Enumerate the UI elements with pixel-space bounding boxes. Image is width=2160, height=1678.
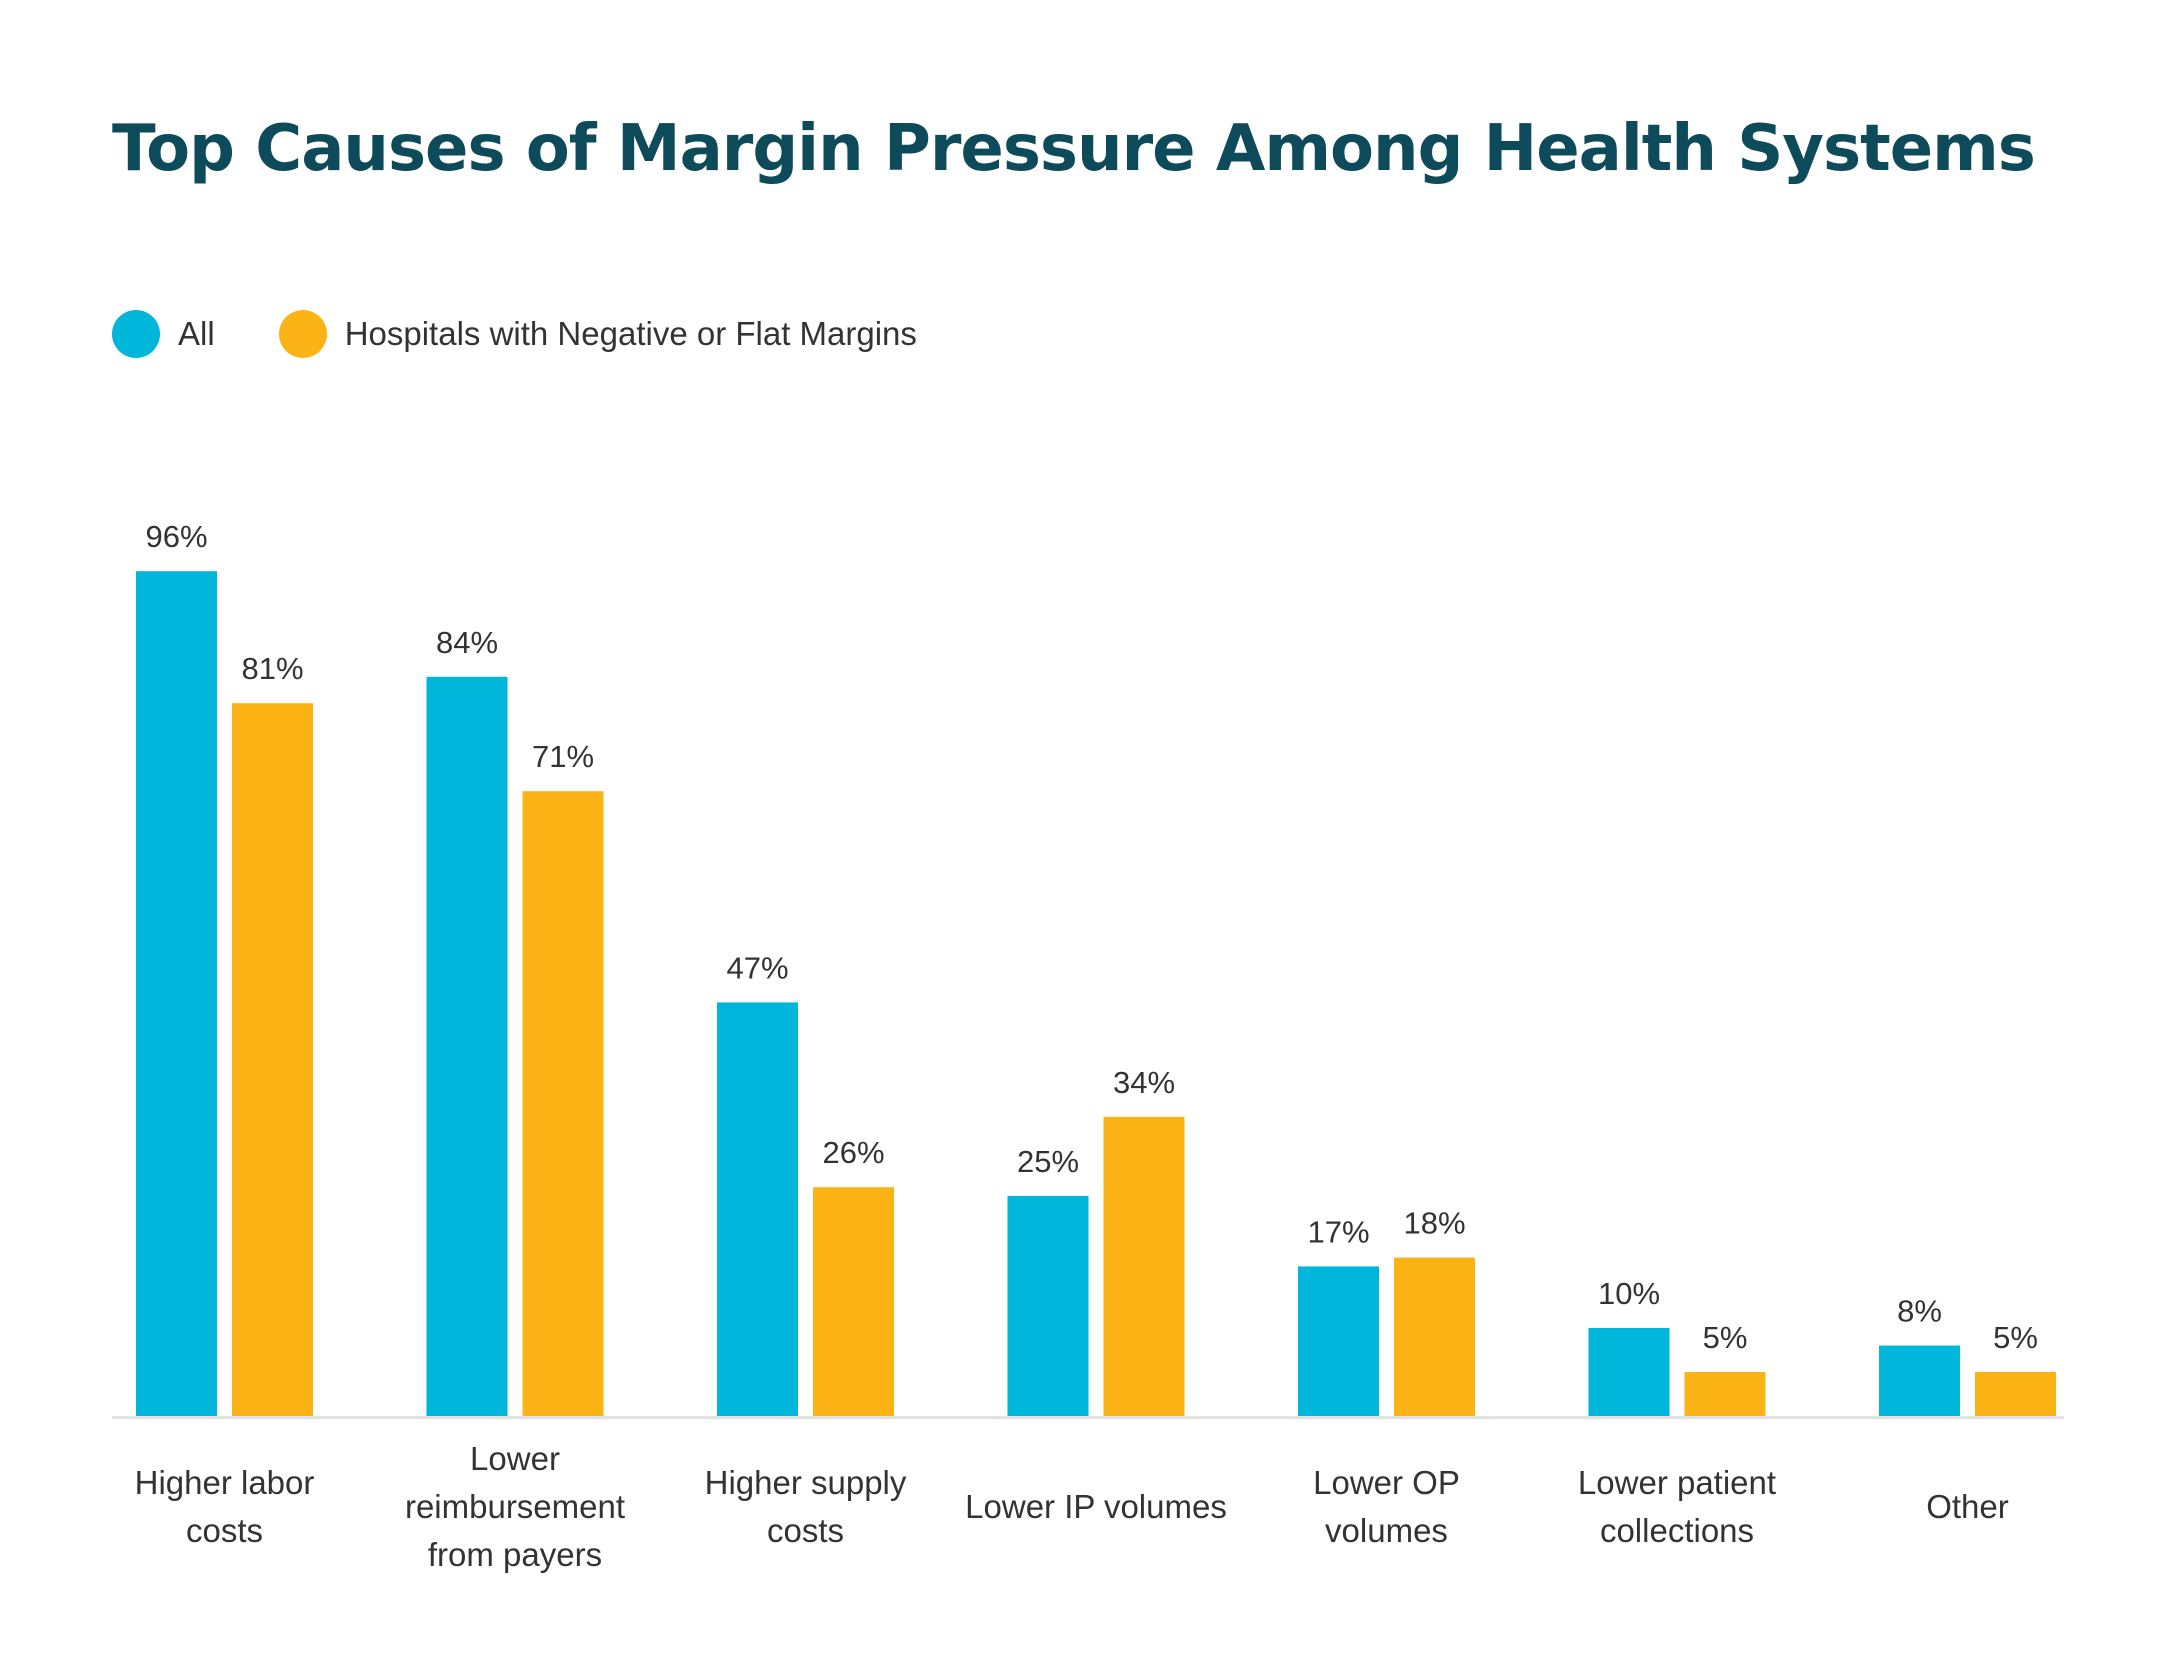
- data-label-negative-flat-higher-labor-costs: 81%: [241, 651, 303, 686]
- data-label-negative-flat-lower-reimbursement-from-payers: 71%: [532, 739, 594, 774]
- bar-negative-flat-other: [1975, 1372, 2056, 1416]
- bar-negative-flat-higher-supply-costs: [813, 1187, 894, 1416]
- bar-all-lower-patient-collections: [1588, 1328, 1670, 1416]
- bar-negative-flat-lower-ip-volumes: [1103, 1116, 1185, 1416]
- data-label-all-lower-reimbursement-from-payers: 84%: [436, 625, 498, 660]
- category-label-other: Other: [1926, 1488, 2009, 1525]
- bar-all-higher-supply-costs: [717, 1002, 798, 1416]
- data-label-all-lower-ip-volumes: 25%: [1017, 1144, 1079, 1179]
- bar-all-lower-reimbursement-from-payers: [426, 676, 508, 1416]
- category-label-lower-ip-volumes: Lower IP volumes: [965, 1488, 1227, 1525]
- legend-item-all: All: [112, 310, 215, 358]
- bar-negative-flat-lower-reimbursement-from-payers: [522, 791, 604, 1416]
- legend-label-negative-flat: Hospitals with Negative or Flat Margins: [344, 315, 917, 352]
- category-label-lower-reimbursement-from-payers: Lower reimbursement from payers: [405, 1440, 625, 1573]
- data-label-all-lower-patient-collections: 10%: [1598, 1276, 1660, 1311]
- bar-all-lower-op-volumes: [1298, 1266, 1379, 1416]
- data-label-all-higher-supply-costs: 47%: [726, 950, 788, 985]
- legend-swatch-negative-flat: [278, 310, 327, 358]
- data-label-all-higher-labor-costs: 96%: [145, 519, 207, 554]
- bar-negative-flat-higher-labor-costs: [232, 703, 313, 1416]
- data-label-negative-flat-higher-supply-costs: 26%: [822, 1135, 884, 1170]
- data-label-all-lower-op-volumes: 17%: [1307, 1214, 1369, 1249]
- category-label-lower-op-volumes: Lower OP volumes: [1313, 1464, 1460, 1549]
- category-label-higher-labor-costs: Higher labor costs: [135, 1464, 315, 1549]
- category-label-higher-supply-costs: Higher supply costs: [705, 1464, 907, 1549]
- legend-swatch-all: [112, 310, 160, 358]
- data-label-negative-flat-lower-ip-volumes: 34%: [1113, 1065, 1175, 1100]
- legend-item-negative-flat: Hospitals with Negative or Flat Margins: [278, 310, 917, 358]
- bar-negative-flat-lower-op-volumes: [1394, 1257, 1475, 1416]
- category-label-lower-patient-collections: Lower patient collections: [1578, 1464, 1776, 1549]
- data-label-negative-flat-lower-patient-collections: 5%: [1703, 1320, 1748, 1355]
- data-label-negative-flat-other: 5%: [1993, 1320, 2038, 1355]
- data-label-negative-flat-lower-op-volumes: 18%: [1403, 1206, 1465, 1241]
- chart-title: Top Causes of Margin Pressure Among Heal…: [112, 112, 2036, 186]
- legend-label-all: All: [178, 315, 215, 352]
- bar-negative-flat-lower-patient-collections: [1684, 1372, 1766, 1416]
- legend: All Hospitals with Negative or Flat Marg…: [112, 310, 981, 358]
- bar-all-other: [1879, 1345, 1960, 1416]
- data-label-all-other: 8%: [1897, 1294, 1942, 1329]
- bar-all-higher-labor-costs: [136, 571, 217, 1416]
- bar-all-lower-ip-volumes: [1007, 1196, 1089, 1416]
